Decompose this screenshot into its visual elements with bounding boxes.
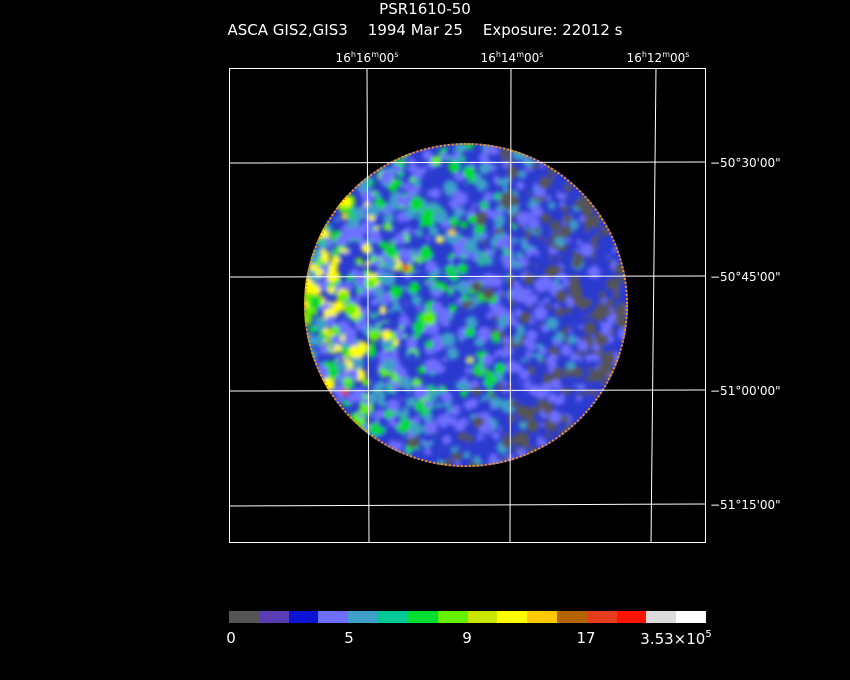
- colorbar-swatch-1: [258, 611, 289, 623]
- colorbar-swatch-2: [288, 611, 319, 623]
- dec-label-3: −51°00'00": [710, 384, 781, 398]
- colorbar-swatch-8: [467, 611, 498, 623]
- colorbar-swatch-3: [318, 611, 349, 623]
- disc-edge: [304, 143, 628, 467]
- coordinate-grid: [228, 67, 707, 544]
- instrument-label: ASCA GIS2,GIS3: [227, 21, 348, 39]
- ra-gridline-2: [509, 67, 512, 544]
- colorbar-swatch-0: [229, 611, 259, 623]
- colorbar-tick-17: 17: [576, 629, 596, 647]
- ra-gridline-3: [650, 67, 657, 544]
- dec-label-4: −51°15'00": [710, 498, 781, 512]
- colorbar-swatch-15: [676, 611, 706, 623]
- colorbar-tick-max: 3.53×105: [640, 629, 712, 648]
- colorbar-tick-9: 9: [462, 629, 472, 647]
- colorbar-swatch-14: [646, 611, 677, 623]
- colorbar-swatch-5: [378, 611, 408, 623]
- colorbar-tick-5: 5: [344, 629, 354, 647]
- colorbar: [229, 611, 706, 623]
- colorbar-swatch-13: [616, 611, 647, 623]
- ra-label-1: 16h16m00s: [335, 50, 399, 65]
- colorbar-swatch-11: [556, 611, 587, 623]
- image-subtitle: ASCA GIS2,GIS3 1994 Mar 25 Exposure: 22012…: [0, 21, 850, 39]
- ra-label-2: 16h14m00s: [480, 50, 544, 65]
- date-label: 1994 Mar 25: [367, 21, 463, 39]
- dec-gridline-3: [228, 389, 707, 392]
- colorbar-swatch-6: [407, 611, 438, 623]
- colorbar-swatch-10: [527, 611, 557, 623]
- ra-label-3: 16h12m00s: [626, 50, 690, 65]
- colorbar-swatch-9: [497, 611, 528, 623]
- exposure-label: Exposure: 22012 s: [482, 21, 623, 39]
- colorbar-swatch-7: [437, 611, 468, 623]
- dec-label-2: −50°45'00": [710, 270, 781, 284]
- colorbar-swatch-12: [586, 611, 617, 623]
- image-title: PSR1610-50: [379, 0, 471, 18]
- colorbar-swatch-4: [348, 611, 379, 623]
- dec-gridline-4: [228, 503, 707, 507]
- plot-frame: [229, 68, 706, 543]
- dec-gridline-2: [228, 275, 707, 278]
- ra-gridline-1: [366, 67, 370, 544]
- colorbar-tick-0: 0: [226, 629, 236, 647]
- sky-image: [228, 67, 707, 544]
- dec-label-1: −50°30'00": [710, 156, 781, 170]
- xray-disc: [304, 143, 628, 467]
- dec-gridline-1: [228, 161, 707, 164]
